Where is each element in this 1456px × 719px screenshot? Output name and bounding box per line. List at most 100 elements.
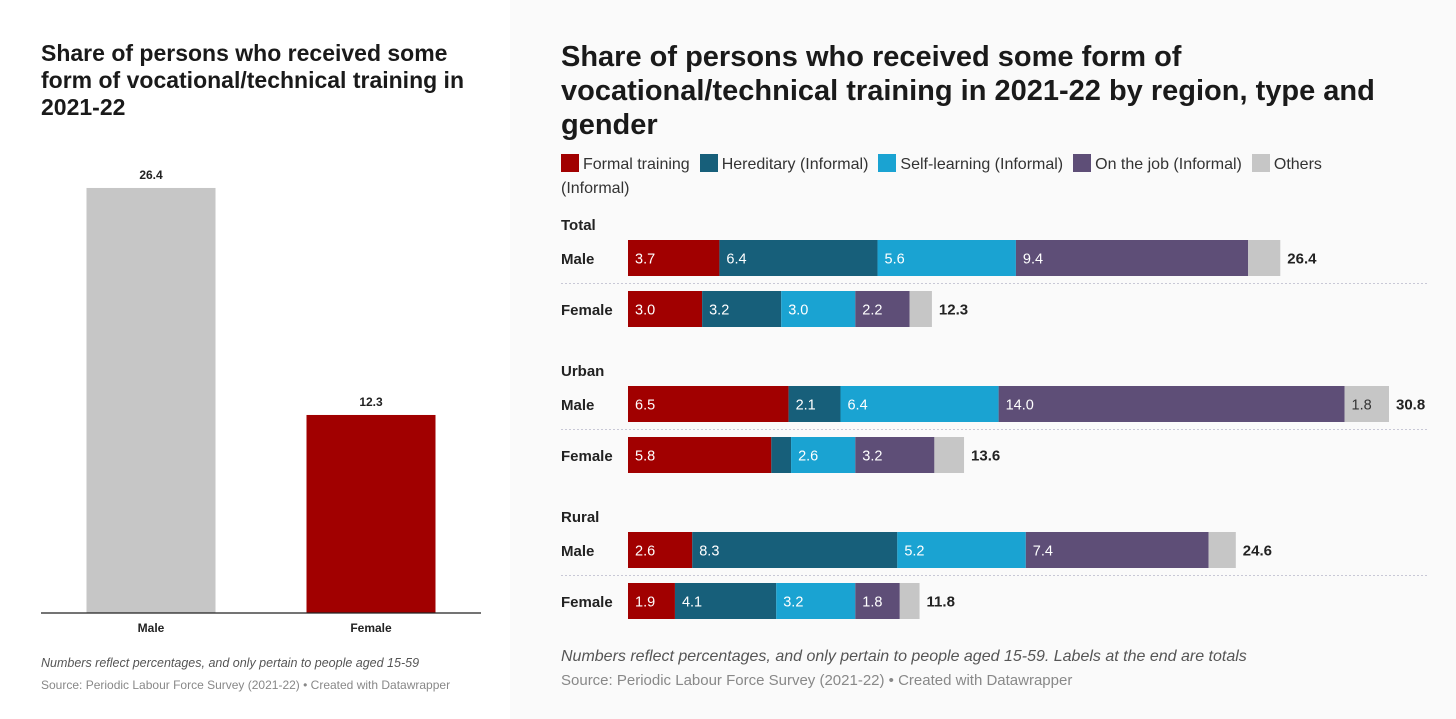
row-label-urban-male: Male	[561, 397, 594, 414]
total-label: 30.8	[1396, 397, 1425, 414]
bar-segment-total-female-4	[909, 291, 932, 327]
left-chart-title: Share of persons who received some form …	[41, 40, 464, 120]
total-label: 12.3	[939, 302, 968, 319]
row-label-rural-female: Female	[561, 594, 613, 611]
left-bar-chart: 26.4 Male 12.3 Female	[41, 168, 481, 635]
bar-segment-rural-female-4	[899, 583, 920, 619]
legend-swatch	[1251, 154, 1270, 172]
bar-segment-rural-male-2	[897, 532, 1026, 568]
bar-segment-total-male-3	[1015, 240, 1249, 276]
segment-label: 9.4	[1023, 252, 1043, 268]
bar-segment-urban-female-1	[771, 437, 792, 473]
left-chart-panel: Share of persons who received some form …	[0, 0, 510, 719]
right-chart-panel: Share of persons who received some form …	[520, 0, 1456, 719]
bar-segment-urban-male-0	[628, 386, 789, 422]
segment-label: 1.9	[635, 595, 655, 611]
bar-segment-total-female-1	[702, 291, 782, 327]
segment-label: 5.8	[635, 449, 655, 465]
group-label-total: Total	[561, 217, 596, 234]
legend-swatch	[699, 154, 718, 172]
total-label: 13.6	[971, 448, 1000, 465]
segment-label: 3.7	[635, 252, 655, 268]
bar-segment-urban-male-3	[998, 386, 1345, 422]
row-label-total-female: Female	[561, 302, 613, 319]
right-chart-title: Share of persons who received some form …	[561, 41, 1375, 141]
legend-swatch	[561, 154, 579, 172]
segment-label: 2.6	[798, 449, 818, 465]
segment-label: 3.2	[709, 303, 729, 319]
legend-label: Hereditary (Informal)	[721, 156, 869, 173]
right-chart-source: Source: Periodic Labour Force Survey (20…	[561, 672, 1073, 689]
legend-item: On the job (Informal)	[1073, 154, 1242, 173]
bar-segment-rural-male-3	[1025, 532, 1209, 568]
data-label-male: 26.4	[139, 168, 163, 182]
bar-segment-rural-female-2	[776, 583, 856, 619]
stacked-bar-chart: Total Male 3.7 6.4 5.6 9.4 26.4 Female 3.0 3.2 3.0…	[561, 217, 1428, 619]
segment-label: 6.4	[726, 252, 746, 268]
bar-segment-rural-male-4	[1208, 532, 1236, 568]
segment-label: 7.4	[1033, 544, 1053, 560]
segment-label: 1.8	[1352, 398, 1372, 414]
legend-label: Others (Informal)	[561, 156, 1322, 197]
legend-item: Others (Informal)	[561, 154, 1322, 197]
left-chart-source: Source: Periodic Labour Force Survey (20…	[41, 678, 451, 692]
x-tick-label-female: Female	[350, 621, 392, 635]
legend-label: Self-learning (Informal)	[900, 156, 1064, 173]
bar-segment-total-male-4	[1248, 240, 1281, 276]
bar-segment-urban-male-1	[788, 386, 841, 422]
bar-segment-rural-female-3	[855, 583, 900, 619]
chart-legend: Formal training Hereditary (Informal) Self…	[561, 153, 1401, 201]
x-tick-label-male: Male	[138, 621, 165, 635]
bar-segment-urban-female-4	[934, 437, 965, 473]
bar-segment-rural-male-0	[628, 532, 693, 568]
bar-segment-urban-female-0	[628, 437, 772, 473]
segment-label: 2.1	[796, 398, 816, 414]
total-label: 24.6	[1243, 543, 1272, 560]
row-label-rural-male: Male	[561, 543, 594, 560]
legend-swatch	[1073, 154, 1092, 172]
segment-label: 6.4	[847, 398, 867, 414]
bar-segment-rural-female-1	[674, 583, 777, 619]
row-label-urban-female: Female	[561, 448, 613, 465]
total-label: 26.4	[1287, 251, 1317, 268]
segment-label: 5.2	[904, 544, 924, 560]
group-label-urban: Urban	[561, 363, 604, 380]
legend-item: Self-learning (Informal)	[878, 154, 1064, 173]
data-label-female: 12.3	[359, 395, 383, 409]
segment-label: 5.6	[885, 252, 905, 268]
bar-segment-rural-male-1	[692, 532, 898, 568]
bar-female	[306, 414, 436, 613]
bar-segment-urban-male-2	[840, 386, 999, 422]
row-label-total-male: Male	[561, 251, 594, 268]
bar-segment-urban-male-4	[1344, 386, 1389, 422]
segment-label: 1.8	[862, 595, 882, 611]
legend-label: Formal training	[583, 156, 690, 173]
group-label-rural: Rural	[561, 509, 599, 526]
segment-label: 3.2	[862, 449, 882, 465]
segment-label: 3.2	[783, 595, 803, 611]
bar-segment-total-female-0	[628, 291, 703, 327]
legend-item: Formal training	[561, 154, 690, 173]
bar-segment-total-male-2	[877, 240, 1016, 276]
segment-label: 3.0	[635, 303, 655, 319]
segment-label: 3.0	[788, 303, 808, 319]
segment-label: 2.6	[635, 544, 655, 560]
segment-label: 14.0	[1006, 398, 1034, 414]
bar-segment-urban-female-3	[855, 437, 935, 473]
total-label: 11.8	[927, 594, 955, 611]
legend-item: Hereditary (Informal)	[699, 154, 869, 173]
bar-segment-total-male-1	[719, 240, 878, 276]
segment-label: 6.5	[635, 398, 655, 414]
right-chart-note: Numbers reflect percentages, and only pe…	[561, 648, 1247, 665]
segment-label: 2.2	[862, 303, 882, 319]
bar-segment-rural-female-0	[628, 583, 675, 619]
segment-label: 4.1	[682, 595, 702, 611]
segment-label: 8.3	[699, 544, 719, 560]
bar-segment-total-female-3	[855, 291, 910, 327]
bar-segment-total-female-2	[781, 291, 856, 327]
bar-segment-urban-female-2	[791, 437, 856, 473]
bar-male	[86, 187, 216, 613]
legend-label: On the job (Informal)	[1095, 156, 1242, 173]
left-chart-note: Numbers reflect percentages, and only pe…	[41, 656, 420, 670]
legend-swatch	[878, 154, 897, 172]
